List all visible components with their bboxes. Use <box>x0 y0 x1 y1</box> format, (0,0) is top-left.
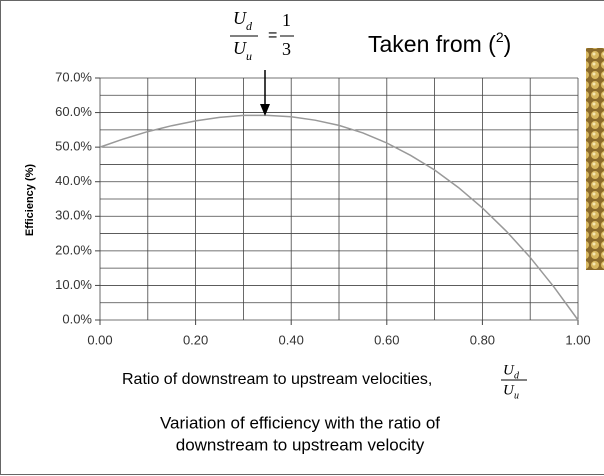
y-tick-label: 20.0% <box>55 242 92 257</box>
y-tick-label: 30.0% <box>55 208 92 223</box>
x-axis-label: u <box>514 390 519 401</box>
annotation: U d U u = 1 3 <box>230 8 294 116</box>
source-text: Taken from ( <box>368 31 496 57</box>
annotation-text: U <box>233 38 247 58</box>
source-text: 2 <box>496 29 504 45</box>
arrow-head <box>260 104 270 116</box>
caption: downstream to upstream velocity <box>176 435 425 454</box>
y-tick-label: 50.0% <box>55 139 92 154</box>
data-line <box>99 114 579 321</box>
annotation-text: 1 <box>282 10 291 30</box>
source-text: ) <box>504 31 512 57</box>
x-tick-label: 0.20 <box>183 332 208 347</box>
decorative-image <box>586 48 604 270</box>
x-tick-label: 1.00 <box>565 332 590 347</box>
x-tick-label: 0.80 <box>470 332 495 347</box>
annotation-text: u <box>246 49 252 63</box>
y-tick-label: 0.0% <box>62 311 92 326</box>
x-axis-label: Ratio of downstream to upstream velociti… <box>122 371 432 388</box>
x-tick-label: 0.60 <box>374 332 399 347</box>
x-axis-label: d <box>514 370 520 381</box>
x-tick-label: 0.40 <box>279 332 304 347</box>
y-tick-label: 60.0% <box>55 104 92 119</box>
annotation-text: = <box>268 27 277 44</box>
y-tick-label: 10.0% <box>55 277 92 292</box>
y-axis-label: Efficiency (%) <box>24 164 36 236</box>
caption: Variation of efficiency with the ratio o… <box>160 413 440 432</box>
x-axis-label: U <box>503 382 515 398</box>
annotation-text: 3 <box>282 39 291 59</box>
x-tick-label: 0.00 <box>87 332 112 347</box>
y-tick-label: 40.0% <box>55 173 92 188</box>
y-tick-label: 70.0% <box>55 69 92 84</box>
annotation-text: d <box>246 19 253 33</box>
annotation-text: U <box>233 8 247 28</box>
source-note: Taken from (2) <box>368 29 511 57</box>
x-axis-label: U <box>503 362 515 378</box>
